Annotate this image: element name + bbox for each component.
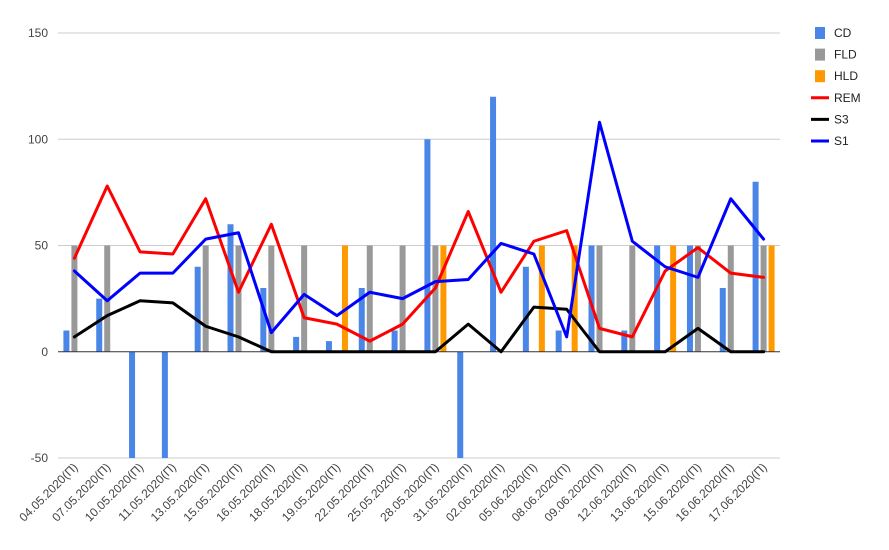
bar-cd [654, 245, 661, 352]
bar-cd [752, 181, 759, 352]
bar-cd [588, 245, 595, 352]
bar-hld [670, 245, 677, 352]
y-axis-ticks: -50 0 50 100 150 [28, 26, 48, 465]
y-tick-label: 100 [28, 132, 48, 146]
legend-label-s3: S3 [834, 112, 849, 126]
bar-hld [538, 245, 545, 352]
line-s1 [72, 120, 766, 339]
bar-fld [432, 245, 439, 352]
bar-cd [129, 351, 136, 458]
bar-cd [621, 330, 628, 352]
bar-cd [293, 336, 300, 352]
bar-cd [227, 224, 234, 352]
bar-cd [325, 341, 332, 352]
bar-fld [268, 245, 275, 352]
bar-cd [194, 266, 201, 352]
bar-fld [694, 245, 701, 352]
bar-hld [440, 245, 447, 352]
bar-hld [768, 245, 775, 352]
bar-hld [571, 245, 578, 352]
bar-fld [202, 245, 209, 352]
y-tick-label: 0 [41, 345, 48, 359]
bar-cd [457, 351, 464, 458]
legend-label-s1: S1 [834, 134, 849, 148]
legend-label-rem: REM [834, 91, 861, 105]
bar-cd [719, 288, 726, 352]
x-axis-ticks: 04.05.2020(П)07.05.2020(П)10.05.2020(П)1… [16, 460, 769, 524]
bar-hld [341, 245, 348, 352]
legend-swatch-hld [815, 70, 825, 83]
bar-fld [235, 245, 242, 352]
y-tick-label: -50 [31, 451, 49, 465]
bar-cd [260, 288, 267, 352]
bar-fld [104, 245, 111, 352]
y-tick-label: 150 [28, 26, 48, 40]
legend-label-hld: HLD [834, 69, 858, 83]
bar-cd [391, 330, 398, 352]
bar-cd [63, 330, 70, 352]
bar-cd [424, 139, 431, 352]
legend-label-fld: FLD [834, 48, 857, 62]
bar-fld [366, 245, 373, 352]
legend: CD FLD HLD REM S3 S1 [811, 26, 861, 148]
bar-cd [358, 288, 365, 352]
y-tick-label: 50 [35, 239, 49, 253]
line-series [72, 120, 766, 354]
bar-cd [96, 298, 103, 352]
x-tick-label: 17.06.2020(П) [706, 460, 770, 524]
bar-fld [71, 245, 78, 352]
bar-cd [522, 266, 529, 352]
bar-cd [686, 245, 693, 352]
line-rem [72, 184, 766, 343]
line-s3 [72, 299, 766, 354]
bar-fld [727, 245, 734, 352]
bar-fld [629, 245, 636, 352]
bar-series [63, 96, 775, 458]
bar-cd [555, 330, 562, 352]
bar-fld [760, 245, 767, 352]
bar-fld [301, 245, 308, 352]
bar-fld [596, 245, 603, 352]
bar-cd [490, 96, 497, 352]
legend-swatch-fld [815, 48, 825, 61]
legend-label-cd: CD [834, 26, 852, 40]
legend-swatch-cd [815, 27, 825, 39]
bar-cd [161, 351, 168, 458]
